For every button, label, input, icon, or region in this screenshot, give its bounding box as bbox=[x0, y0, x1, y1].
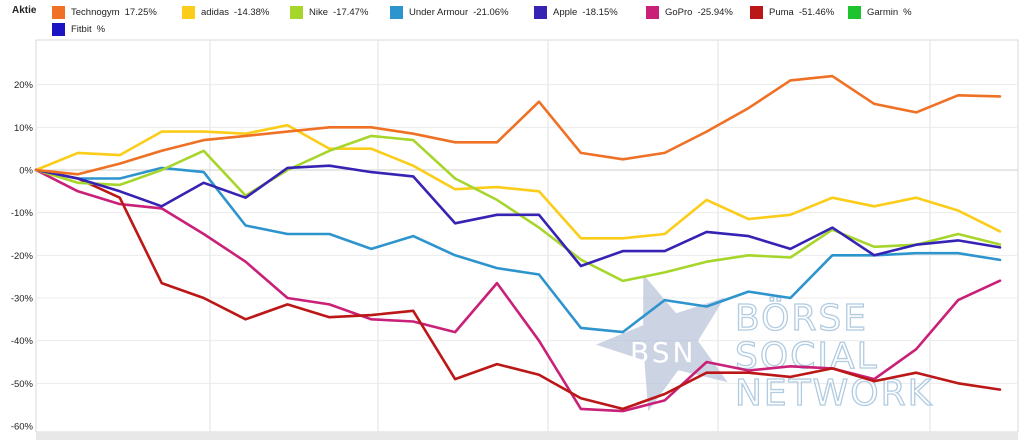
plot-area bbox=[35, 39, 1019, 433]
y-tick-label: -30% bbox=[11, 294, 34, 305]
series-line-technogym bbox=[34, 74, 1002, 176]
legend-series-name: Under Armour bbox=[409, 6, 469, 18]
legend-swatch bbox=[848, 5, 861, 19]
legend-swatch bbox=[646, 5, 659, 19]
legend-swatch bbox=[52, 22, 65, 36]
legend-item-puma[interactable]: Puma -51.46% bbox=[750, 5, 834, 19]
legend-series-name: Puma bbox=[769, 6, 794, 18]
legend-swatch bbox=[182, 5, 195, 19]
legend-series-change: % bbox=[903, 6, 912, 18]
legend-series-name: Fitbit bbox=[71, 23, 92, 35]
legend-swatch bbox=[290, 5, 303, 19]
x-axis-strip bbox=[36, 432, 1018, 440]
series-line-puma bbox=[34, 168, 1002, 411]
y-tick-label: -10% bbox=[11, 208, 34, 219]
legend-series-name: Garmin bbox=[867, 6, 899, 18]
y-tick-label: -40% bbox=[11, 336, 34, 347]
series-line-under-armour bbox=[34, 166, 1002, 334]
legend-swatch bbox=[390, 5, 403, 19]
y-tick-label: 10% bbox=[14, 123, 34, 134]
legend-series-name: Technogym bbox=[71, 6, 120, 18]
legend-series-change: % bbox=[96, 23, 106, 35]
watermark-star-icon bbox=[596, 274, 728, 412]
y-tick-label: -50% bbox=[11, 379, 34, 390]
legend-item-gopro[interactable]: GoPro -25.94% bbox=[646, 5, 733, 19]
y-tick-label: -20% bbox=[11, 251, 34, 262]
legend-series-change: -18.15% bbox=[582, 6, 618, 18]
watermark-line-1: BÖRSE bbox=[735, 297, 868, 339]
legend-series-change: -51.46% bbox=[798, 6, 835, 18]
legend-series-name: GoPro bbox=[665, 6, 693, 18]
series-line-adidas bbox=[34, 123, 1002, 240]
legend-series-change: -25.94% bbox=[697, 6, 733, 18]
series-line-apple bbox=[34, 164, 1002, 268]
legend-series-change: 17.25% bbox=[124, 6, 157, 18]
legend-item-nike[interactable]: Nike -17.47% bbox=[290, 5, 368, 19]
y-tick-label: 20% bbox=[14, 80, 34, 91]
watermark-logo: BSN bbox=[630, 336, 696, 369]
legend-series-name: Apple bbox=[553, 6, 578, 18]
legend-item-technogym[interactable]: Technogym 17.25% bbox=[52, 5, 157, 19]
legend-swatch bbox=[750, 5, 763, 19]
legend-item-garmin[interactable]: Garmin% bbox=[848, 5, 912, 19]
legend-swatch bbox=[52, 5, 65, 19]
legend-item-fitbit[interactable]: Fitbit% bbox=[52, 22, 105, 36]
watermark-line-3: NETWORK bbox=[735, 373, 933, 414]
chart-legend: Aktie Technogym 17.25% adidas -14.38% Nike -1… bbox=[0, 0, 1024, 40]
legend-series-change: -17.47% bbox=[333, 6, 369, 18]
legend-item-adidas[interactable]: adidas -14.38% bbox=[182, 5, 269, 19]
y-tick-label: 0% bbox=[19, 166, 33, 177]
legend-title: Aktie bbox=[12, 5, 37, 16]
legend-series-change: -14.38% bbox=[234, 6, 270, 18]
legend-item-apple[interactable]: Apple -18.15% bbox=[534, 5, 618, 19]
legend-swatch bbox=[534, 5, 547, 19]
legend-series-name: adidas bbox=[201, 6, 229, 18]
legend-item-under-armour[interactable]: Under Armour -21.06% bbox=[390, 5, 509, 19]
legend-series-name: Nike bbox=[309, 6, 329, 18]
legend-series-change: -21.06% bbox=[473, 6, 509, 18]
y-tick-label: -60% bbox=[11, 422, 34, 433]
